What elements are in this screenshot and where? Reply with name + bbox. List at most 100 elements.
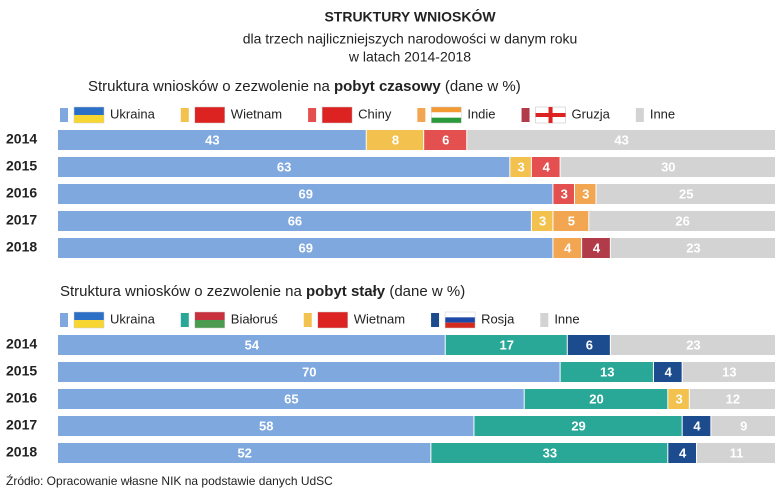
legend-label: Inne	[554, 311, 579, 326]
bar-segment	[524, 389, 668, 409]
bar-segment	[560, 157, 775, 177]
flag	[431, 117, 462, 123]
data-label: 25	[679, 186, 693, 201]
data-label: 17	[500, 337, 514, 352]
bar-segment	[610, 238, 775, 258]
chart-title-part: (dane w %)	[441, 78, 521, 95]
bar-segment	[58, 335, 445, 355]
flag	[445, 312, 476, 318]
bar-segment	[589, 211, 775, 231]
flag	[194, 320, 225, 328]
data-label: 58	[259, 418, 273, 433]
chart-title-part: Struktura wniosków o zezwolenie na	[88, 78, 334, 95]
data-label: 3	[517, 159, 524, 174]
bar-segment	[553, 184, 574, 204]
data-label: 23	[686, 337, 700, 352]
y-tick-label: 2017	[6, 417, 37, 433]
data-label: 4	[564, 240, 572, 255]
flag	[74, 312, 104, 320]
bar-segment	[682, 362, 775, 382]
data-label: 4	[693, 418, 701, 433]
bar-segment	[531, 211, 553, 231]
legend-label: Indie	[467, 106, 495, 121]
flag	[194, 312, 225, 320]
data-label: 33	[543, 445, 557, 460]
flag	[431, 112, 462, 118]
legend-swatch	[635, 108, 644, 122]
data-label: 65	[284, 391, 298, 406]
bar-segment	[58, 362, 560, 382]
data-label: 13	[722, 364, 736, 379]
data-label: 29	[571, 418, 585, 433]
data-label: 6	[586, 337, 593, 352]
bar-segment	[58, 130, 366, 150]
data-label: 3	[561, 186, 568, 201]
flag-border	[194, 311, 226, 329]
chart-title: Struktura wniosków o zezwolenie na pobyt…	[60, 283, 465, 300]
data-label: 69	[298, 186, 312, 201]
data-label: 30	[661, 159, 675, 174]
data-label: 4	[543, 159, 551, 174]
flag	[535, 113, 566, 117]
bar-segment	[610, 335, 775, 355]
source: Źródło: Opracowanie własne NIK na podsta…	[6, 473, 333, 488]
data-label: 4	[665, 364, 673, 379]
chart-title-part: (dane w %)	[385, 283, 465, 300]
bar-segment	[668, 389, 689, 409]
data-label: 52	[237, 445, 251, 460]
bar-segment	[474, 416, 682, 436]
flag-border	[321, 106, 353, 124]
bar-segment	[445, 335, 567, 355]
legend-swatch	[60, 313, 68, 327]
flag	[74, 115, 104, 123]
bar-segment	[689, 389, 775, 409]
flag	[74, 107, 104, 115]
flag-border	[194, 106, 226, 124]
data-label: 23	[686, 240, 700, 255]
y-tick-label: 2015	[6, 158, 37, 174]
bar-segment	[58, 416, 474, 436]
data-label: 20	[589, 391, 603, 406]
legend-swatch	[417, 108, 426, 122]
y-tick-label: 2017	[6, 212, 37, 228]
bar-segment	[510, 157, 531, 177]
y-tick-label: 2014	[6, 336, 37, 352]
y-tick-label: 2016	[6, 185, 37, 201]
data-label: 3	[539, 213, 546, 228]
legend-swatch	[180, 313, 189, 327]
data-label: 8	[392, 132, 399, 147]
bar-segment	[58, 157, 510, 177]
y-tick-label: 2018	[6, 239, 37, 255]
flag-border	[431, 106, 462, 124]
flag	[431, 107, 462, 113]
bar-segment	[58, 443, 431, 463]
bar-segment	[553, 211, 589, 231]
flag	[445, 317, 476, 323]
data-label: 54	[245, 337, 260, 352]
bar-segment	[58, 211, 531, 231]
data-label: 13	[600, 364, 614, 379]
bar-segment	[58, 184, 553, 204]
legend-swatch	[303, 313, 312, 327]
flag	[317, 312, 348, 328]
bar-segment	[58, 389, 524, 409]
data-label: 12	[726, 391, 740, 406]
bar-segment	[467, 130, 775, 150]
data-label: 3	[582, 186, 589, 201]
legend-swatch	[521, 108, 530, 122]
flag-border	[444, 311, 476, 329]
chart-title: Struktura wniosków o zezwolenie na pobyt…	[88, 78, 521, 95]
flag	[194, 107, 225, 123]
y-tick-label: 2018	[6, 444, 37, 460]
bar-segment	[596, 184, 775, 204]
bar-segment	[574, 184, 596, 204]
flag-border	[317, 311, 349, 329]
legend-label: Ukraina	[110, 106, 156, 121]
legend-label: Chiny	[358, 106, 392, 121]
legend-swatch	[540, 313, 549, 327]
y-tick-label: 2014	[6, 131, 37, 147]
bar-segment	[366, 130, 424, 150]
main-title: STRUKTURY WNIOSKÓW	[324, 8, 496, 25]
legend-swatch	[308, 108, 317, 122]
